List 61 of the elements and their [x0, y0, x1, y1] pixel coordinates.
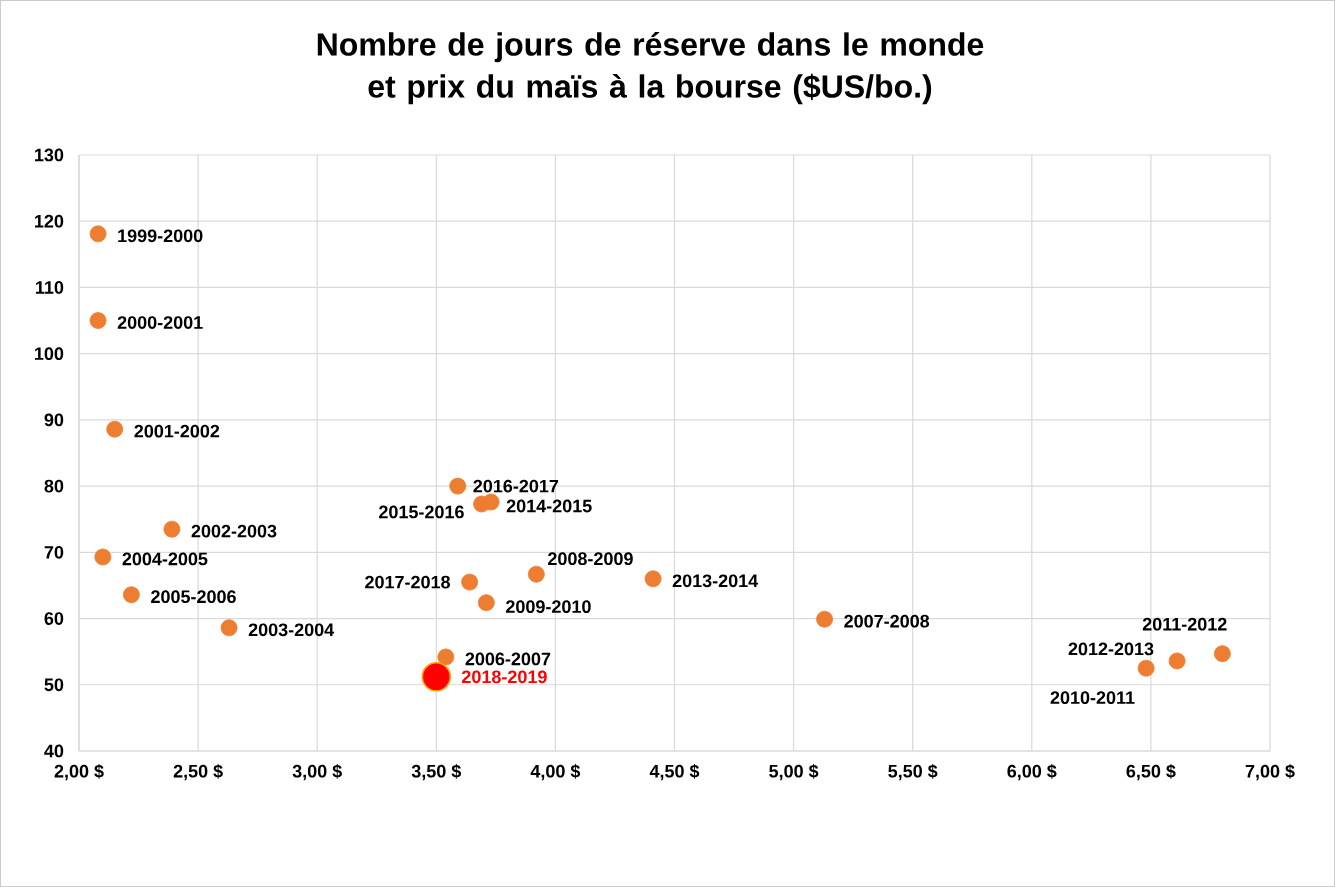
- point: [461, 573, 479, 591]
- annotation: 2009-2010: [506, 600, 591, 614]
- x-tick-label: 4,00 $: [530, 764, 581, 781]
- annotation: 2006-2007: [465, 652, 551, 666]
- annotation: 1999-2000: [118, 229, 203, 243]
- annotation: 2011-2012: [1142, 617, 1227, 631]
- annotation: 2010-2011: [1050, 691, 1135, 705]
- point: [527, 565, 545, 583]
- y-tick-label: 120: [35, 214, 64, 228]
- y-tick-label: 80: [44, 479, 64, 493]
- x-tick-label: 6,00 $: [1007, 764, 1057, 781]
- point: [437, 648, 455, 666]
- point: [1137, 659, 1155, 677]
- point: [163, 520, 181, 538]
- x-tick-label: 6,50 $: [1126, 764, 1176, 781]
- annotation: 2005-2006: [151, 590, 236, 604]
- x-tick-label: 7,00 $: [1245, 764, 1295, 781]
- y-tick-label: 50: [44, 678, 64, 692]
- point: [477, 594, 495, 612]
- annotation: 2016-2017: [473, 479, 559, 493]
- annotation: 2007-2008: [844, 614, 930, 628]
- y-tick-label: 70: [44, 545, 64, 559]
- y-tick-label: 110: [36, 281, 64, 294]
- point: [816, 610, 833, 628]
- chart-title: Nombre de jours de réserve dans le monde et prix du maïs à la bourse ($US/bo.): [317, 32, 984, 105]
- annotation: 2001-2002: [134, 424, 220, 438]
- annotation: 2014-2015: [506, 499, 592, 513]
- point: [89, 225, 107, 243]
- point: [220, 619, 238, 637]
- point: [89, 312, 107, 329]
- point: [644, 570, 662, 588]
- point: [123, 586, 140, 604]
- point: [449, 477, 467, 495]
- point: [1213, 645, 1231, 663]
- point: [482, 493, 500, 511]
- annotation: 2013-2014: [672, 574, 759, 588]
- legend-label: 2018-2019: [461, 670, 547, 684]
- x-tick-label: 2,00 $: [54, 764, 104, 781]
- x-tick-label: 3,00 $: [292, 764, 342, 781]
- point: [1168, 652, 1186, 670]
- y-tick-label: 60: [44, 612, 64, 625]
- annotation: 2015-2016: [379, 505, 464, 519]
- annotation: 2000-2001: [117, 316, 203, 329]
- x-tick-label: 2,50 $: [173, 764, 223, 781]
- y-tick-label: 130: [35, 148, 64, 162]
- annotation: 2003-2004: [248, 623, 335, 637]
- y-tick-label: 90: [44, 413, 64, 427]
- annotation: 2012-2013: [1068, 642, 1154, 656]
- x-tick-label: 4,50 $: [649, 764, 700, 781]
- annotation: 2017-2018: [365, 575, 451, 589]
- annotation: 2002-2003: [191, 524, 277, 538]
- point: [421, 662, 452, 692]
- point: [94, 548, 112, 566]
- y-tick-label: 40: [44, 744, 64, 758]
- annotation: 2008-2009: [548, 552, 633, 566]
- y-tick-label: 100: [35, 347, 64, 361]
- point: [106, 420, 124, 438]
- x-tick-label: 5,50 $: [888, 764, 938, 781]
- x-tick-label: 5,00 $: [769, 764, 819, 781]
- x-tick-label: 3,50 $: [411, 764, 462, 781]
- annotation: 2004-2005: [122, 552, 208, 566]
